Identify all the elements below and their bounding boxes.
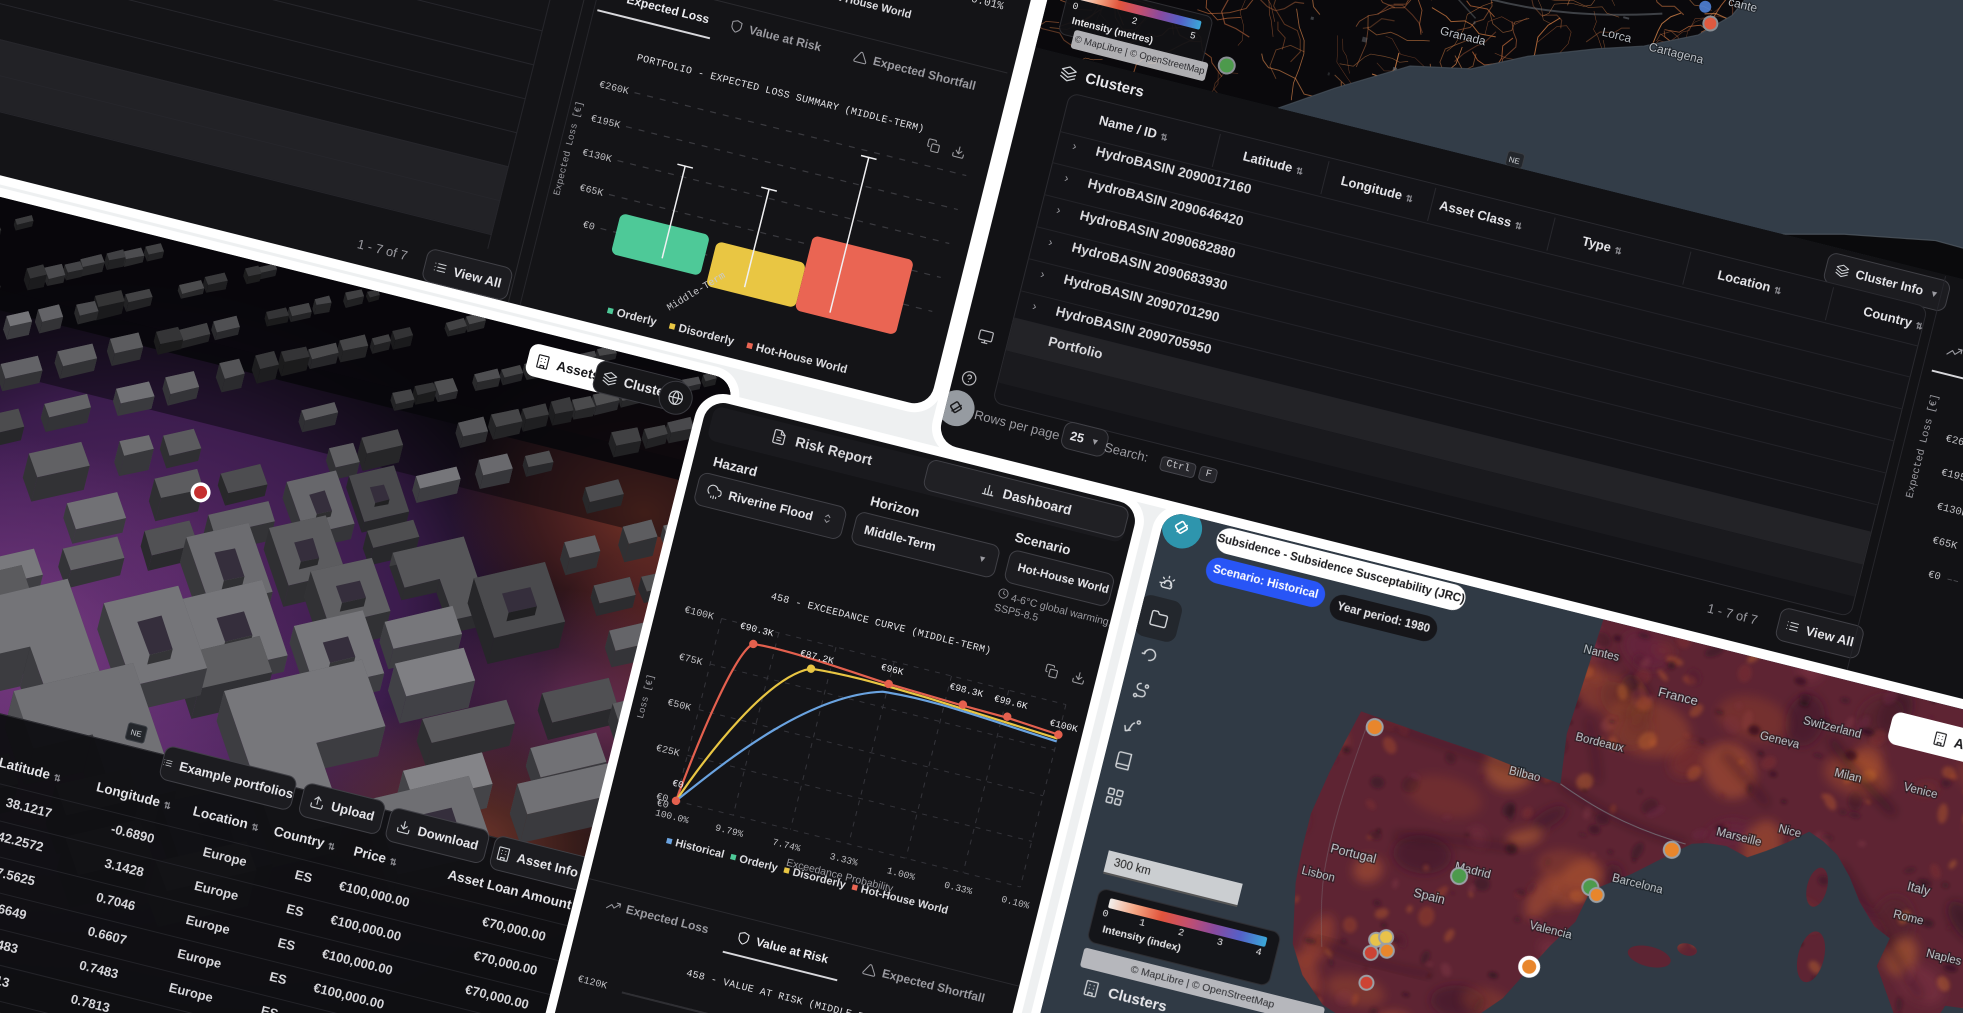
svg-text:€0: €0 [655,798,669,812]
svg-text:€50K: €50K [666,698,692,714]
svg-text:100.0%: 100.0% [654,807,690,826]
svg-text:€195K: €195K [589,114,621,132]
svg-text:€65K: €65K [578,183,604,199]
svg-text:Expected Loss [€]: Expected Loss [€] [551,100,585,197]
svg-text:3.33%: 3.33% [828,851,859,869]
svg-text:Loss [€]: Loss [€] [635,673,657,720]
svg-text:€75K: €75K [677,652,703,668]
svg-text:€25K: €25K [655,744,681,760]
svg-text:€99.6K: €99.6K [993,693,1029,712]
svg-text:€130K: €130K [581,148,613,166]
svg-text:0.33%: 0.33% [943,880,974,898]
svg-text:€100K: €100K [683,605,715,623]
svg-text:NE: NE [1508,155,1521,166]
svg-text:€0: €0 [581,220,595,234]
svg-text:1.00%: 1.00% [886,865,917,883]
svg-text:€96K: €96K [880,662,905,678]
svg-text:Italy: Italy [1906,879,1932,898]
svg-text:€0: €0 [655,792,669,806]
svg-text:7.74%: 7.74% [771,837,802,855]
svg-text:€87.2K: €87.2K [799,648,835,667]
svg-text:€0: €0 [671,778,685,792]
svg-text:€90.3K: €90.3K [739,620,775,639]
svg-text:9.79%: 9.79% [714,822,745,840]
svg-text:€98.3K: €98.3K [948,681,984,700]
svg-text:0.10%: 0.10% [1000,894,1031,912]
svg-text:Middle-Term: Middle-Term [665,270,728,314]
svg-text:€260K: €260K [598,80,630,98]
